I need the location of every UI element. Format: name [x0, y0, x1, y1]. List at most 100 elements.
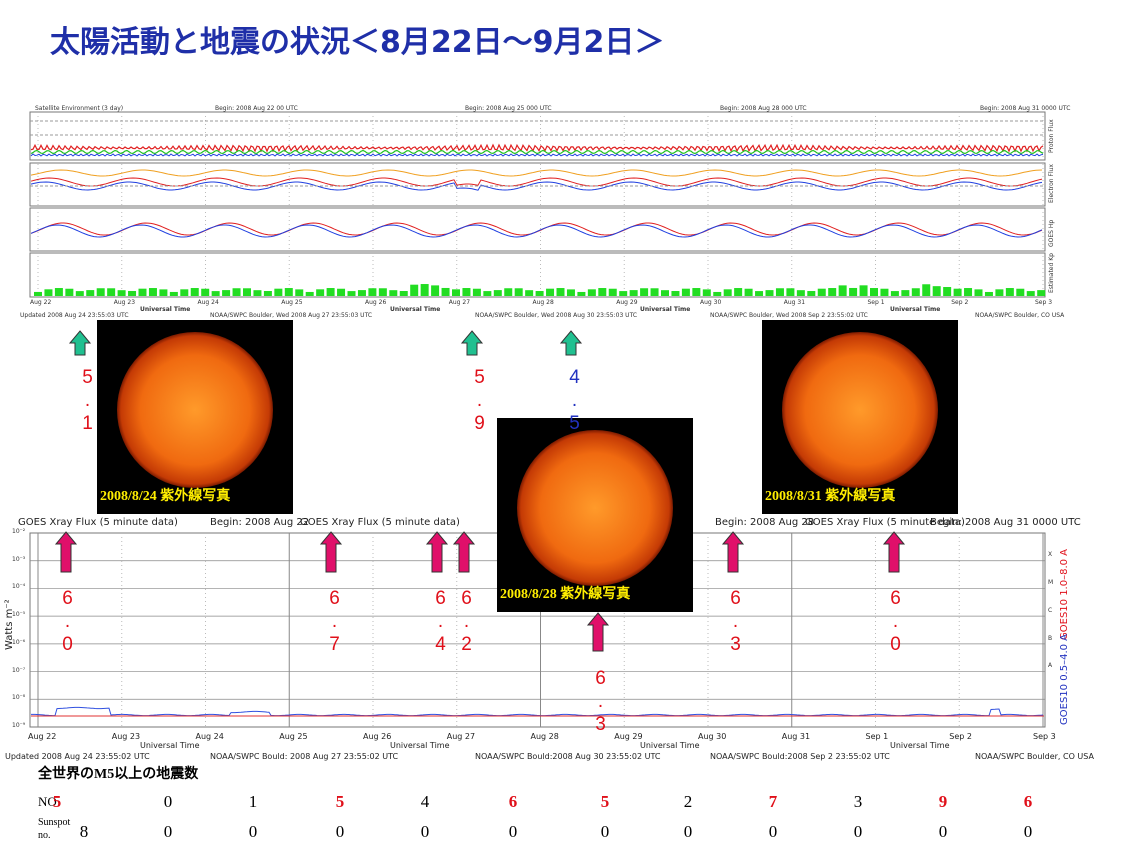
photo-caption: 2008/8/28 紫外線写真	[500, 587, 631, 602]
trace	[30, 169, 1043, 177]
chart-footer: NOAA/SWPC Bould: 2008 Aug 27 23:55:02 UT…	[210, 752, 399, 761]
date-label: Aug 30	[698, 732, 727, 741]
kp-bar	[75, 291, 84, 296]
quake-magnitude: 4.5	[564, 367, 585, 436]
date-label: Sep 3	[1035, 299, 1053, 306]
quake-count: 7	[768, 792, 778, 811]
date-label: Aug 28	[532, 299, 554, 306]
kp-bar	[316, 289, 325, 296]
kp-bar	[201, 288, 210, 296]
kp-bar	[964, 288, 973, 296]
quake-count: 6	[508, 792, 518, 811]
kp-bar	[932, 286, 941, 296]
quake-count: 0	[163, 792, 173, 811]
y-axis-label: Watts m⁻²	[4, 599, 15, 650]
green-arrow	[559, 330, 583, 356]
chart-header: GOES Xray Flux (5 minute data)	[805, 517, 965, 528]
kp-bar	[504, 288, 513, 296]
pink-arrow	[425, 531, 449, 573]
chart-footer: NOAA/SWPC Boulder, CO USA	[975, 752, 1094, 761]
kp-bar	[305, 291, 314, 296]
chart-footer: NOAA/SWPC Boulder, CO USA	[975, 312, 1065, 319]
kp-bar	[1037, 290, 1046, 296]
y-tick-label: 10⁻⁷	[12, 666, 26, 674]
kp-bar	[629, 290, 638, 296]
right-label: GOES10 0.5–4.0 A	[1059, 633, 1070, 725]
y-tick-label: 10⁻⁶	[12, 638, 26, 646]
sunspot-count: 0	[248, 822, 258, 841]
kp-bar	[838, 285, 847, 296]
panel-frame	[29, 207, 1046, 252]
axis-label: Universal Time	[640, 741, 700, 750]
quake-magnitude: 6.3	[725, 588, 746, 657]
chart-footer: NOAA/SWPC Bould:2008 Aug 30 23:55:02 UTC	[475, 752, 661, 761]
pink-arrow	[54, 531, 78, 573]
axis-label: Universal Time	[640, 306, 691, 313]
photo-caption: 2008/8/31 紫外線写真	[765, 489, 896, 504]
class-label: M	[1048, 579, 1054, 587]
photo-caption: 2008/8/24 紫外線写真	[100, 489, 231, 504]
kp-bar	[901, 290, 910, 296]
class-label: X	[1048, 551, 1053, 559]
kp-bar	[608, 288, 617, 296]
quake-magnitude: 6.3	[590, 668, 611, 737]
kp-bar	[974, 289, 983, 296]
kp-bar	[138, 288, 147, 296]
kp-bar	[744, 288, 753, 296]
y-tick-label: 10⁻³	[12, 555, 26, 563]
sun-image	[517, 430, 673, 586]
quake-magnitude: 6.4	[430, 588, 451, 657]
date-label: Aug 24	[197, 299, 219, 306]
quake-count: 5	[335, 792, 345, 811]
quake-magnitude: 6.2	[456, 588, 477, 657]
kp-bar	[890, 291, 899, 296]
kp-bar	[786, 288, 795, 296]
date-label: Aug 26	[363, 732, 392, 741]
kp-bar	[1005, 288, 1014, 296]
sunspot-count: 0	[1023, 822, 1033, 841]
trace	[30, 153, 1044, 157]
axis-label: Universal Time	[390, 741, 450, 750]
pink-arrow	[319, 531, 343, 573]
row-label: Sunspot no.	[38, 817, 71, 841]
green-arrow	[460, 330, 484, 356]
panel-frame	[29, 162, 1046, 207]
date-label: Aug 30	[700, 299, 722, 306]
quake-magnitude: 5.1	[77, 367, 98, 436]
chart-header: Begin: 2008 Aug 28	[715, 517, 815, 528]
quake-count: 4	[420, 792, 430, 811]
table-title: 全世界のM5以上の地震数	[38, 767, 199, 782]
axis-label: Universal Time	[140, 306, 191, 313]
kp-bar	[828, 288, 837, 296]
kp-bar	[598, 288, 607, 296]
kp-bar	[86, 290, 95, 296]
quake-count: 6	[1023, 792, 1033, 811]
kp-bar	[995, 289, 1004, 296]
date-label: Aug 27	[448, 299, 471, 306]
sunspot-count: 0	[938, 822, 948, 841]
kp-bar	[1026, 291, 1035, 296]
kp-bar	[807, 291, 816, 296]
date-label: Aug 26	[365, 299, 387, 306]
pink-arrow	[452, 531, 476, 573]
kp-bar	[1016, 288, 1025, 296]
date-label: Sep 1	[867, 299, 885, 306]
kp-bar	[849, 287, 858, 296]
chart-footer: NOAA/SWPC Bould:2008 Sep 2 23:55:02 UTC	[710, 752, 890, 761]
axis-label: Universal Time	[890, 306, 941, 313]
quake-magnitude: 6.0	[885, 588, 906, 657]
slide-title: 太陽活動と地震の状況＜8月22日～9月2日＞	[50, 25, 665, 60]
sunspot-count: 0	[335, 822, 345, 841]
kp-bar	[169, 291, 178, 296]
chart-header: Begin: 2008 Aug 31 0000 UTC	[930, 517, 1081, 528]
quake-count: 2	[683, 792, 693, 811]
kp-bar	[911, 288, 920, 296]
kp-bar	[880, 288, 889, 296]
kp-bar	[775, 288, 784, 296]
quake-magnitude: 6.7	[324, 588, 345, 657]
kp-bar	[734, 288, 743, 296]
class-label: B	[1048, 634, 1053, 642]
kp-bar	[755, 291, 764, 296]
quake-count: 3	[853, 792, 863, 811]
